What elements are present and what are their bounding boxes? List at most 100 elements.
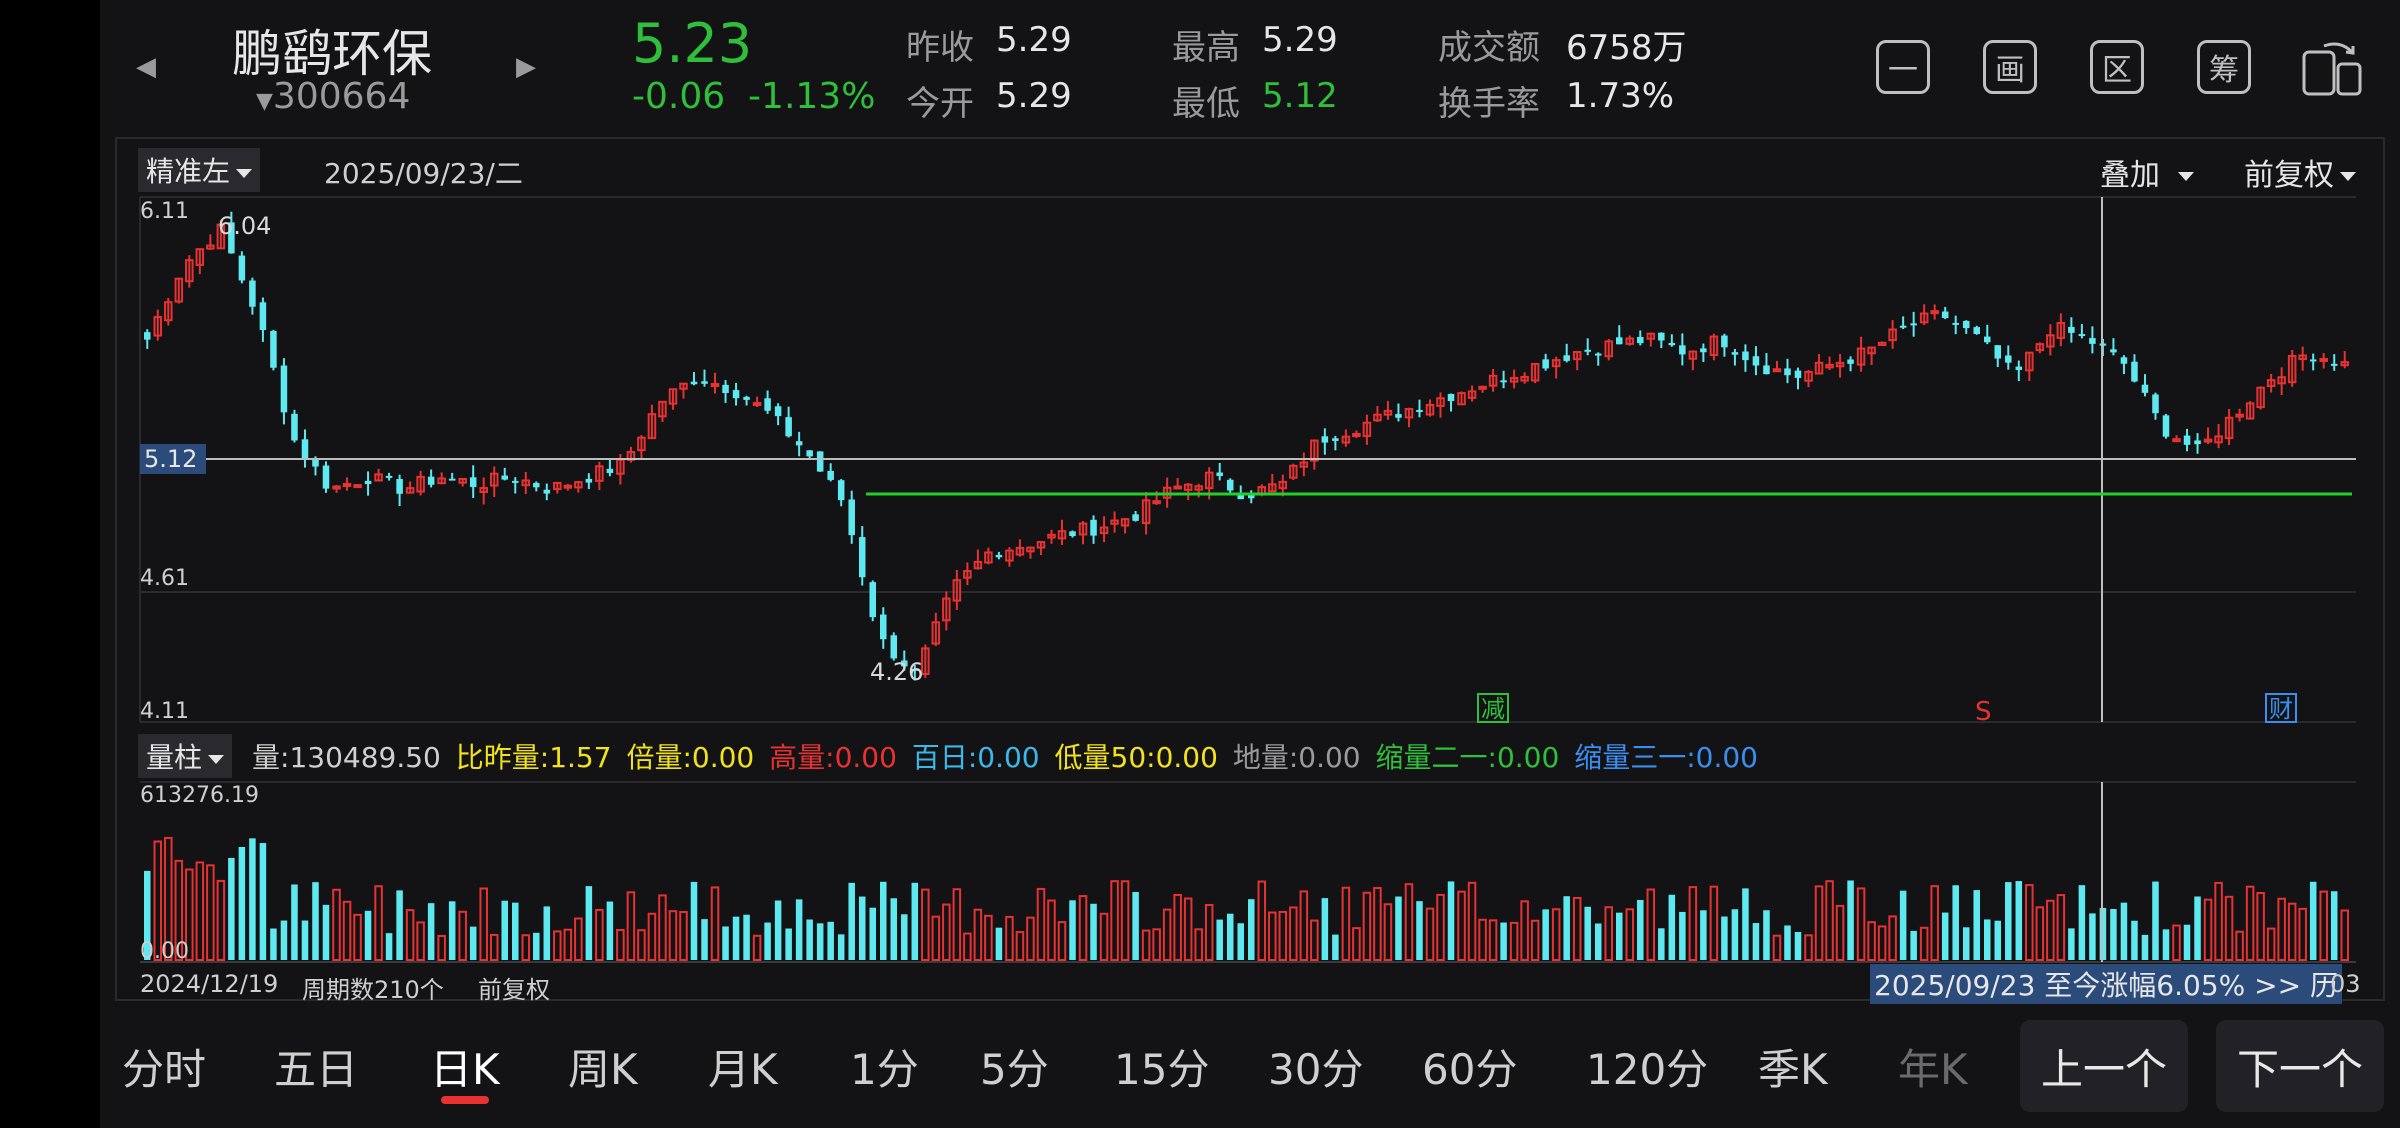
candle-body bbox=[1509, 377, 1519, 383]
volume-bar bbox=[2183, 924, 2191, 960]
candle-body bbox=[1763, 365, 1770, 375]
candle-body bbox=[1584, 349, 1591, 352]
prev-button[interactable]: 上一个 bbox=[2020, 1020, 2188, 1112]
turnover-rate-label: 换手率 bbox=[1438, 84, 1540, 124]
volume-bar bbox=[427, 903, 435, 960]
candle-body bbox=[1646, 332, 1656, 340]
volume-bar bbox=[1615, 912, 1623, 960]
volume-bar bbox=[1835, 904, 1845, 962]
volume-bar bbox=[1278, 910, 1288, 962]
candle-body bbox=[1488, 374, 1498, 387]
volume-bar bbox=[1688, 886, 1698, 961]
candle-body bbox=[259, 302, 267, 331]
tab-intraday[interactable]: 分时 bbox=[122, 1045, 207, 1094]
candle-body bbox=[1856, 347, 1866, 366]
tab-five-day[interactable]: 五日 bbox=[274, 1045, 359, 1094]
volume-bar bbox=[1856, 887, 1866, 962]
prev-stock-arrow[interactable]: ◀ bbox=[136, 52, 156, 82]
next-button[interactable]: 下一个 bbox=[2216, 1020, 2384, 1112]
volume-bar bbox=[2256, 892, 2265, 961]
finance-marker[interactable] bbox=[2265, 693, 2297, 723]
candle-body bbox=[1204, 471, 1214, 490]
ratio-label: 比昨量: bbox=[455, 741, 550, 774]
tab-monthly-k[interactable]: 月K bbox=[708, 1045, 778, 1094]
high-label: 最高 bbox=[1172, 28, 1240, 68]
overlay-dropdown[interactable]: 叠加 bbox=[2100, 150, 2194, 194]
adjust-dropdown[interactable]: 前复权 bbox=[2244, 150, 2356, 194]
volume-bar bbox=[1047, 899, 1056, 962]
candle-body bbox=[1026, 546, 1035, 553]
candle-body bbox=[1877, 341, 1887, 346]
candle-body bbox=[553, 481, 562, 491]
active-tab-indicator bbox=[441, 1096, 489, 1104]
candle-body bbox=[511, 480, 519, 483]
tab-weekly-k[interactable]: 周K bbox=[568, 1045, 638, 1094]
volume-bar bbox=[626, 891, 636, 962]
tab-60min[interactable]: 60分 bbox=[1422, 1045, 1518, 1094]
volume-bar bbox=[1794, 932, 1802, 960]
volume-bar bbox=[1784, 925, 1791, 960]
tab-5min[interactable]: 5分 bbox=[980, 1045, 1049, 1094]
candle-body bbox=[1847, 359, 1854, 364]
candle-body bbox=[2141, 384, 2149, 393]
volume-bar bbox=[764, 922, 771, 960]
volume-bar bbox=[2152, 881, 2159, 960]
volume-bar bbox=[1637, 899, 1644, 960]
high-vol-value: 0.00 bbox=[834, 741, 897, 774]
tab-yearly-k[interactable]: 年K bbox=[1898, 1045, 1968, 1094]
vol-label: 量: bbox=[252, 741, 290, 774]
volume-bar bbox=[238, 846, 246, 960]
candle-body bbox=[901, 660, 908, 667]
tab-120min[interactable]: 120分 bbox=[1586, 1045, 1709, 1094]
tab-quarterly-k[interactable]: 季K bbox=[1758, 1045, 1828, 1094]
precision-mode-dropdown[interactable]: 精准左 bbox=[138, 148, 261, 192]
volume-bar bbox=[2330, 891, 2338, 960]
range-info-link[interactable]: 2025/09/23 至今涨幅6.05% >> 历 bbox=[1870, 964, 2342, 1004]
volume-bar bbox=[1721, 916, 1728, 960]
candle-body bbox=[458, 478, 467, 484]
candle-body bbox=[1668, 342, 1676, 346]
candle-body bbox=[1752, 356, 1760, 366]
volume-zero: 0.00 bbox=[140, 939, 189, 964]
candle-body bbox=[2183, 435, 2191, 445]
volume-bar bbox=[342, 900, 352, 961]
stock-code-select[interactable]: ▼300664 bbox=[256, 76, 411, 117]
sell-marker[interactable]: S bbox=[1975, 697, 1992, 727]
start-date: 2024/12/19 bbox=[140, 970, 279, 998]
volume-bar bbox=[2287, 902, 2297, 962]
dropdown-arrow-icon bbox=[236, 168, 253, 178]
candle-body bbox=[1120, 518, 1130, 527]
candle-body bbox=[2015, 366, 2023, 370]
draw-tool-icon[interactable]: 画 bbox=[1983, 40, 2037, 94]
candle-body bbox=[848, 499, 855, 536]
candle-body bbox=[1721, 335, 1728, 348]
reduce-marker[interactable] bbox=[1477, 693, 1509, 723]
range-tool-icon[interactable]: 区 bbox=[2090, 40, 2144, 94]
volume-bar bbox=[553, 930, 562, 962]
tab-30min[interactable]: 30分 bbox=[1268, 1045, 1364, 1094]
volume-bar bbox=[921, 888, 930, 961]
volume-bar bbox=[2131, 920, 2138, 960]
tab-15min[interactable]: 15分 bbox=[1114, 1045, 1210, 1094]
volume-max: 613276.19 bbox=[140, 783, 259, 808]
volume-bar bbox=[511, 902, 519, 960]
rotate-screen-icon[interactable] bbox=[2300, 38, 2364, 96]
candle-body bbox=[1467, 390, 1477, 399]
candle-body bbox=[1005, 549, 1014, 562]
volume-bar bbox=[1332, 934, 1339, 960]
next-stock-arrow[interactable]: ▶ bbox=[516, 52, 536, 82]
volume-bar bbox=[2224, 895, 2234, 961]
volume-bar bbox=[1310, 919, 1319, 962]
prev-close-value: 5.29 bbox=[996, 20, 1072, 60]
chips-tool-icon[interactable]: 筹 bbox=[2197, 40, 2251, 94]
line-tool-icon[interactable]: 一 bbox=[1876, 40, 1930, 94]
tab-daily-k[interactable]: 日K bbox=[430, 1045, 500, 1094]
candle-body bbox=[921, 647, 930, 675]
volume-type-dropdown[interactable]: 量柱 bbox=[138, 734, 233, 778]
candle-body bbox=[1563, 355, 1570, 361]
volume-bar bbox=[1120, 880, 1130, 961]
tab-1min[interactable]: 1分 bbox=[850, 1045, 919, 1094]
candle-body bbox=[1983, 336, 1991, 343]
volume-bar bbox=[1362, 891, 1372, 962]
